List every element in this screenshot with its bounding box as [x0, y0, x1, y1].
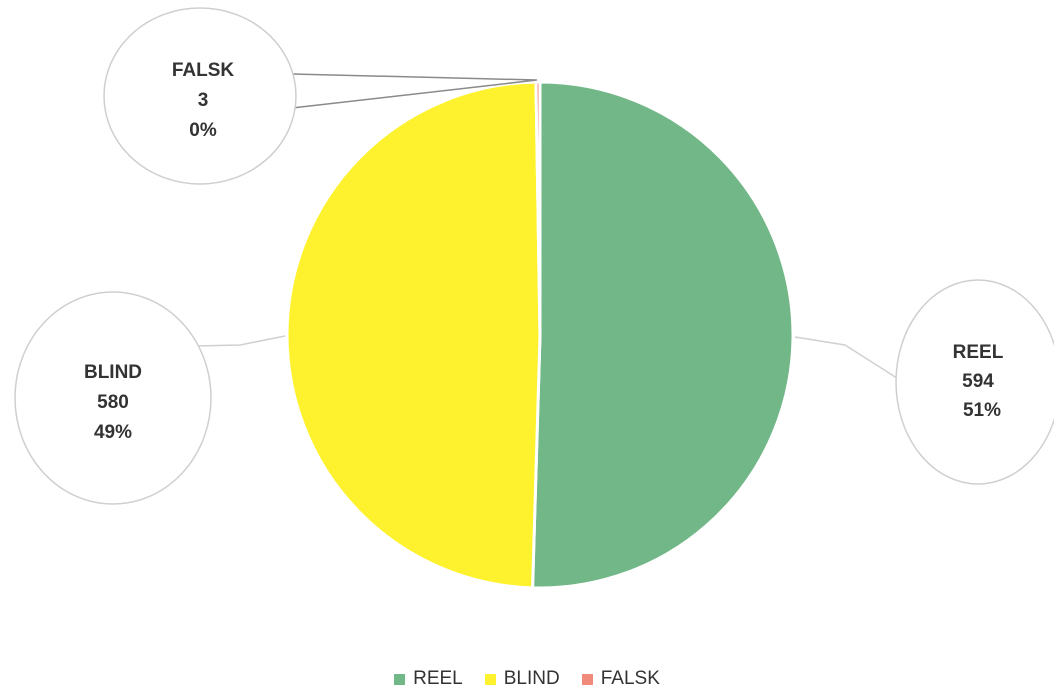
legend-swatch-reel [394, 673, 406, 685]
pie-slice-blind [285, 80, 542, 590]
legend-item-falsk: FALSK [581, 668, 660, 690]
callout-blind: BLIND 580 49% [14, 291, 286, 505]
callout-falsk-name: FALSK [172, 60, 235, 81]
pie-slices [285, 80, 795, 590]
callout-reel-name: REEL [953, 342, 1004, 363]
pie-slice-reel [531, 80, 795, 590]
callout-falsk: FALSK 3 0% [103, 7, 538, 185]
callout-bubble-falsk [103, 7, 297, 185]
callout-falsk-percent: 0% [189, 120, 217, 141]
pie-chart: REEL 594 51% BLIND 580 49% FALSK 3 0% [14, 7, 1054, 590]
chart-legend: REEL BLIND FALSK [0, 668, 1054, 690]
callout-reel: REEL 594 51% [794, 279, 1054, 485]
callout-bubble-blind [14, 291, 212, 505]
callout-leader-blind [194, 335, 286, 347]
callout-leader-reel [794, 336, 901, 381]
callout-falsk-value: 3 [198, 90, 209, 111]
pie-slice-falsk [534, 80, 542, 336]
legend-swatch-blind [484, 673, 496, 685]
legend-item-reel: REEL [394, 668, 463, 690]
legend-label-blind: BLIND [503, 668, 560, 689]
legend-item-blind: BLIND [484, 668, 560, 690]
callout-blind-value: 580 [97, 392, 129, 413]
callout-blind-percent: 49% [94, 422, 132, 443]
callout-leader-falsk [291, 73, 538, 109]
callout-blind-name: BLIND [84, 362, 142, 383]
legend-label-reel: REEL [413, 668, 463, 689]
legend-swatch-falsk [581, 673, 593, 685]
callout-bubble-reel [895, 279, 1054, 485]
callout-reel-percent: 51% [963, 400, 1001, 421]
legend-label-falsk: FALSK [600, 668, 660, 689]
callout-reel-value: 594 [962, 371, 994, 392]
